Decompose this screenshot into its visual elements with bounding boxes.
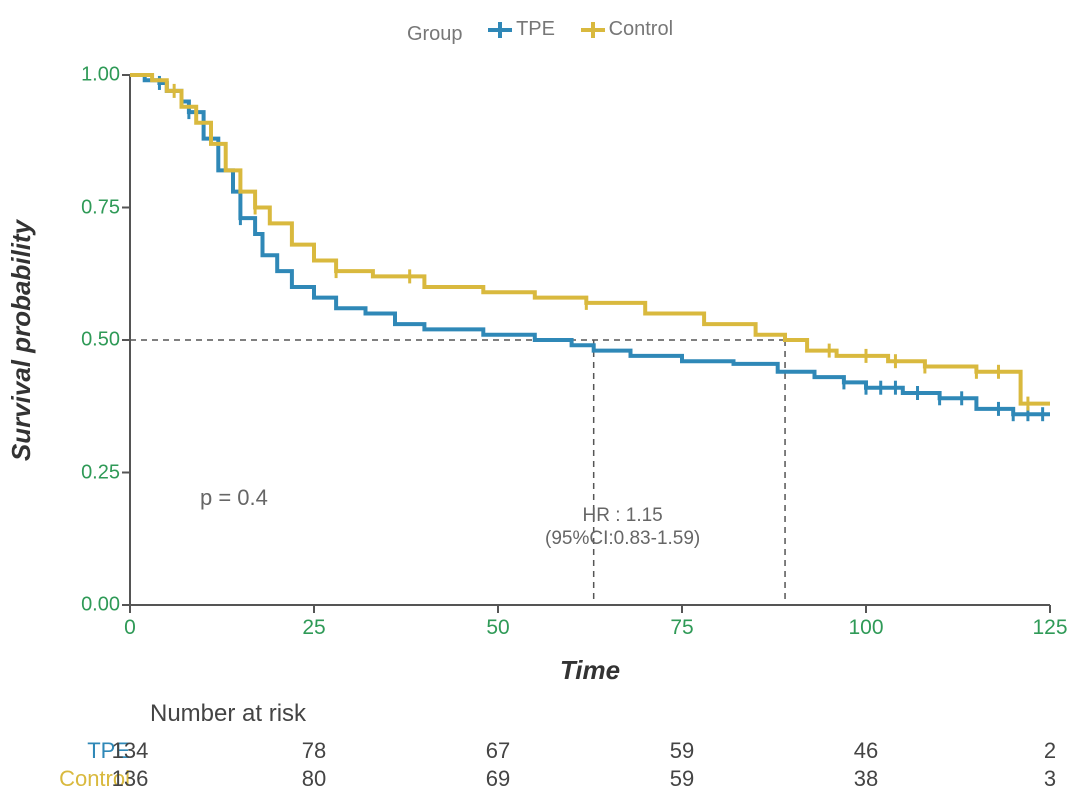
legend-item-control: Control <box>581 18 673 41</box>
x-tick-label: 0 <box>100 616 160 640</box>
x-tick-label: 125 <box>1020 616 1080 640</box>
y-tick-label: 0.50 <box>60 329 120 352</box>
legend-label-control: Control <box>609 18 673 41</box>
hr-line2: (95%CI:0.83-1.59) <box>545 528 700 551</box>
risk-value: 78 <box>284 738 344 764</box>
y-tick-label: 1.00 <box>60 64 120 87</box>
risk-value: 59 <box>652 738 712 764</box>
risk-value: 136 <box>100 766 160 792</box>
y-axis-title-text: Survival probability <box>7 219 38 460</box>
risk-value: 67 <box>468 738 528 764</box>
risk-value: 2 <box>1020 738 1080 764</box>
legend-item-tpe: TPE <box>488 18 555 41</box>
legend-title: Group <box>407 23 463 46</box>
risk-value: 46 <box>836 738 896 764</box>
legend: Group TPE Control <box>0 18 1080 46</box>
x-tick-label: 50 <box>468 616 528 640</box>
plot-area: p = 0.4 HR : 1.15 (95%CI:0.83-1.59) <box>130 75 1050 605</box>
risk-value: 80 <box>284 766 344 792</box>
x-axis-title: Time <box>130 655 1050 686</box>
legend-marker-tpe <box>488 20 512 40</box>
hazard-ratio-text: HR : 1.15 (95%CI:0.83-1.59) <box>545 505 700 551</box>
x-tick-label: 100 <box>836 616 896 640</box>
legend-label-tpe: TPE <box>516 18 555 41</box>
y-tick-label: 0.75 <box>60 196 120 219</box>
risk-value: 69 <box>468 766 528 792</box>
x-tick-label: 25 <box>284 616 344 640</box>
legend-title-text: Group <box>407 23 463 46</box>
x-tick-label: 75 <box>652 616 712 640</box>
hr-line1: HR : 1.15 <box>545 505 700 528</box>
risk-value: 134 <box>100 738 160 764</box>
p-value-text: p = 0.4 <box>200 485 268 511</box>
risk-value: 3 <box>1020 766 1080 792</box>
y-tick-label: 0.25 <box>60 461 120 484</box>
y-tick-label: 0.00 <box>60 594 120 617</box>
risk-value: 59 <box>652 766 712 792</box>
risk-value: 38 <box>836 766 896 792</box>
y-axis-title: Survival probability <box>2 75 42 605</box>
risk-table-title: Number at risk <box>150 700 306 728</box>
legend-marker-control <box>581 20 605 40</box>
km-survival-chart: Group TPE Control Survival probability p… <box>0 0 1080 804</box>
